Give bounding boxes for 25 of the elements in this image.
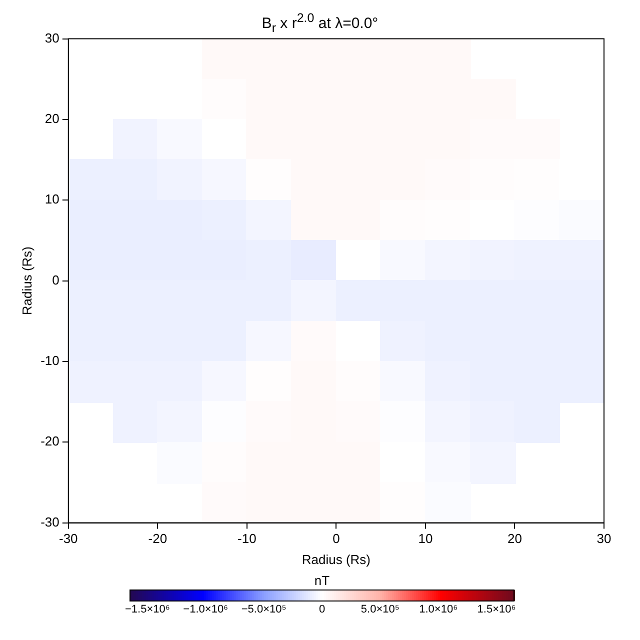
x-axis-title: Radius (Rs) [302,552,371,567]
x-tick-label: -20 [148,531,168,546]
y-tick-label: -20 [40,434,60,449]
color-bar-label: −5.0×10⁵ [241,604,286,616]
color-bar-label: 1.5×10⁶ [477,604,516,616]
y-tick-label: -10 [40,353,60,368]
y-tick-label: 20 [44,111,60,126]
color-bar-label: 1.0×10⁶ [419,604,458,616]
y-tick-label: 30 [44,30,60,46]
x-tick-label: 20 [507,531,522,546]
x-tick-label: 10 [418,531,433,546]
y-tick-label: -30 [40,514,60,530]
x-tick-label: -30 [58,531,78,546]
chart-title: B$_{r}$ x r$^{2.0}$ at λ=0.0° [260,10,380,35]
y-axis-title: Radius (Rs) [19,246,34,316]
color-bar-title: nT [314,573,330,588]
color-bar-label: 5.0×10⁵ [360,604,400,616]
y-tick-label: 0 [52,272,60,288]
x-tick-label: 0 [332,531,340,546]
color-bar-label: −1.5×10⁶ [125,604,170,616]
x-tick-label: 30 [596,531,612,546]
color-bar-label: −1.0×10⁶ [183,604,228,616]
x-tick-label: -10 [238,531,256,546]
y-tick-label: 10 [44,192,60,207]
color-bar-label: 0 [318,604,326,616]
